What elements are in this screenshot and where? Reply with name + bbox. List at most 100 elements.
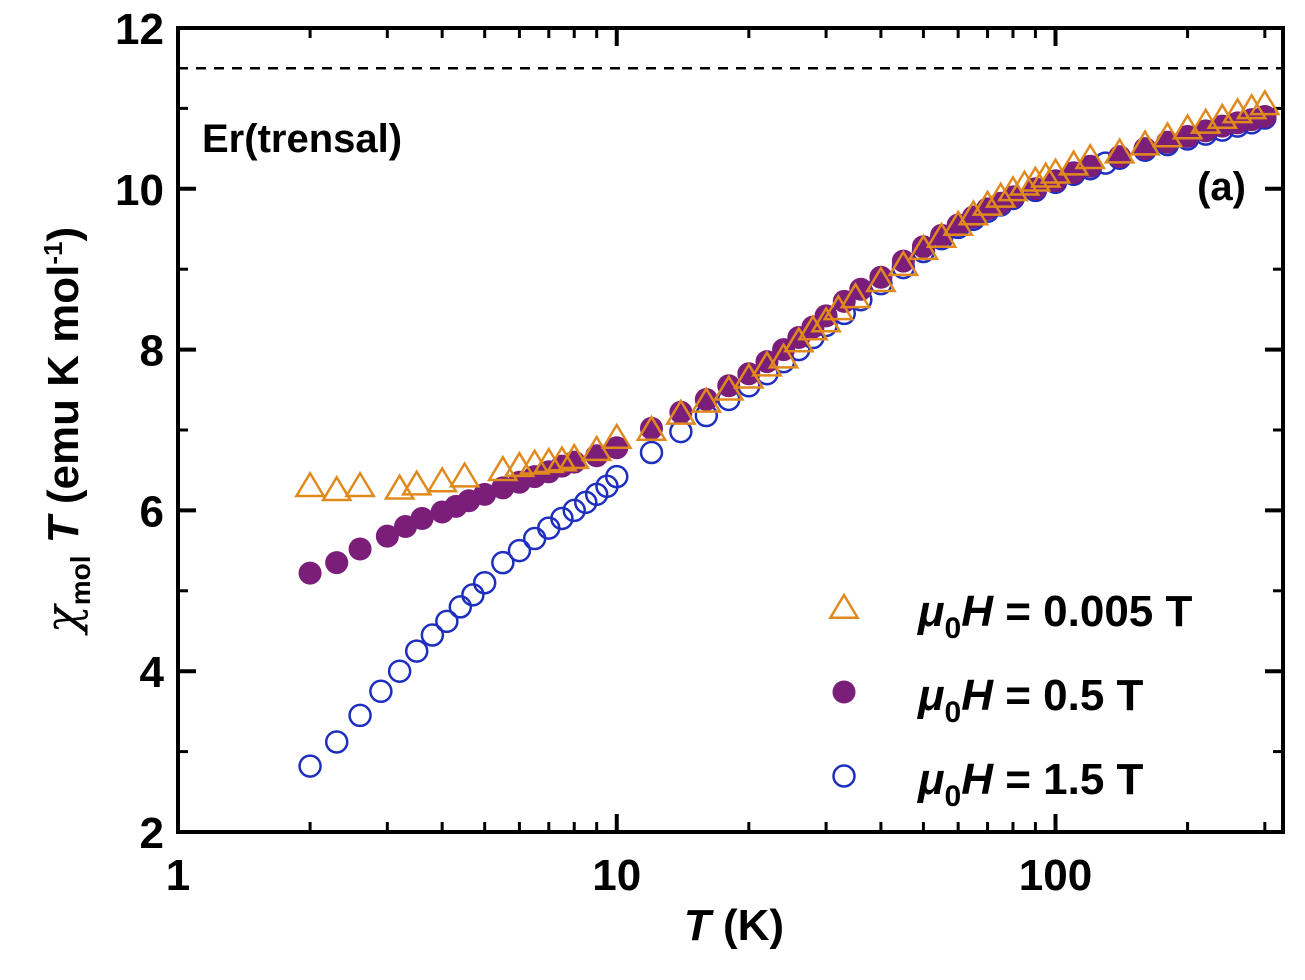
data-point bbox=[984, 181, 1017, 208]
data-point bbox=[448, 461, 481, 488]
y-tick-label: 2 bbox=[140, 809, 164, 858]
legend-sub: 0 bbox=[945, 780, 962, 813]
data-point bbox=[472, 571, 497, 595]
legend-var: H bbox=[961, 671, 994, 720]
panel-label: (a) bbox=[1197, 165, 1246, 209]
data-point bbox=[375, 524, 399, 548]
data-point bbox=[404, 639, 429, 663]
data-point bbox=[324, 730, 349, 754]
data-point bbox=[865, 265, 897, 293]
data-point bbox=[387, 659, 412, 683]
legend-sub: 0 bbox=[945, 612, 962, 645]
y-axis-var: T bbox=[39, 513, 88, 555]
y-axis-sub: mol bbox=[65, 556, 96, 606]
y-axis-label: χmol T (emu K mol-1) bbox=[35, 227, 96, 636]
data-point bbox=[491, 550, 515, 575]
data-point bbox=[410, 506, 434, 530]
plot-frame bbox=[176, 26, 1285, 834]
data-point bbox=[522, 526, 547, 551]
series-filled-circle bbox=[298, 104, 1277, 585]
y-axis-close: ) bbox=[39, 227, 88, 242]
y-tick-label: 4 bbox=[140, 648, 165, 697]
series-layer bbox=[294, 88, 1281, 778]
legend-rest: = 0.5 T bbox=[993, 671, 1144, 720]
data-point bbox=[1074, 142, 1107, 170]
y-tick-label: 6 bbox=[140, 487, 164, 536]
legend-var: H bbox=[961, 587, 994, 636]
data-point bbox=[1235, 92, 1268, 120]
data-point bbox=[957, 199, 990, 226]
data-point bbox=[600, 422, 633, 450]
data-point bbox=[348, 703, 372, 728]
x-axis-symbol: T bbox=[684, 901, 714, 950]
data-point bbox=[426, 466, 459, 493]
data-point bbox=[1206, 102, 1239, 130]
legend-marker bbox=[832, 680, 856, 704]
data-point bbox=[1248, 88, 1281, 116]
data-point bbox=[1108, 145, 1132, 169]
legend-marker bbox=[832, 764, 856, 788]
legend-label: μ0H = 1.5 T bbox=[916, 755, 1144, 813]
compound-label: Er(trensal) bbox=[202, 117, 402, 161]
data-point bbox=[887, 249, 920, 277]
x-tick-label: 10 bbox=[592, 851, 641, 900]
data-point bbox=[1029, 161, 1062, 188]
data-point bbox=[325, 551, 349, 575]
data-point bbox=[369, 679, 393, 704]
data-point bbox=[767, 342, 800, 369]
x-axis-label: T (K) bbox=[684, 901, 784, 950]
legend-label: μ0H = 0.005 T bbox=[916, 587, 1192, 645]
data-point bbox=[1151, 121, 1184, 148]
legend-sub: 0 bbox=[945, 696, 962, 729]
data-point bbox=[400, 469, 433, 496]
legend-mu: μ bbox=[916, 755, 945, 804]
data-point bbox=[461, 583, 485, 607]
legend-mu: μ bbox=[916, 671, 945, 720]
legend-var: H bbox=[961, 755, 994, 804]
x-axis-unit: (K) bbox=[711, 901, 784, 950]
legend-rest: = 0.005 T bbox=[993, 587, 1192, 636]
data-point bbox=[320, 474, 353, 502]
data-point bbox=[420, 623, 445, 647]
y-axis-unit: (emu K mol bbox=[39, 265, 88, 517]
data-point bbox=[532, 446, 565, 474]
y-tick-label: 10 bbox=[115, 166, 164, 215]
y-tick-label: 8 bbox=[140, 327, 164, 376]
data-point bbox=[997, 174, 1029, 202]
data-point bbox=[839, 281, 872, 309]
data-point bbox=[751, 350, 783, 377]
legend-marker bbox=[828, 592, 860, 619]
data-point bbox=[558, 442, 591, 470]
series-open-triangle bbox=[294, 88, 1281, 502]
data-point bbox=[971, 189, 1004, 216]
data-point bbox=[605, 464, 629, 489]
legend-entry: μ0H = 0.005 T bbox=[828, 587, 1192, 645]
data-point bbox=[348, 537, 372, 561]
data-point bbox=[562, 498, 586, 523]
data-point bbox=[1103, 137, 1136, 164]
tick-labels: 1 10 100 2 4 6 8 10 12 bbox=[115, 5, 1092, 900]
y-axis-sup: -1 bbox=[38, 241, 68, 264]
data-point bbox=[298, 561, 322, 585]
x-tick-label: 1 bbox=[166, 851, 190, 900]
data-point bbox=[639, 440, 664, 465]
y-tick-label: 12 bbox=[115, 5, 164, 54]
data-point bbox=[550, 506, 574, 531]
data-point bbox=[1221, 96, 1254, 124]
data-point bbox=[1008, 169, 1041, 196]
legend-rest: = 1.5 T bbox=[993, 755, 1144, 804]
data-point bbox=[1133, 137, 1157, 161]
data-point bbox=[448, 595, 473, 619]
data-point bbox=[298, 754, 322, 778]
data-point bbox=[546, 445, 578, 472]
data-point bbox=[1129, 129, 1161, 156]
data-point bbox=[797, 314, 829, 341]
x-tick-label: 100 bbox=[1019, 851, 1092, 900]
data-point bbox=[665, 398, 697, 425]
data-point bbox=[344, 470, 376, 498]
data-point bbox=[1019, 165, 1052, 192]
legend-mu: μ bbox=[916, 587, 945, 636]
data-point bbox=[635, 414, 668, 441]
